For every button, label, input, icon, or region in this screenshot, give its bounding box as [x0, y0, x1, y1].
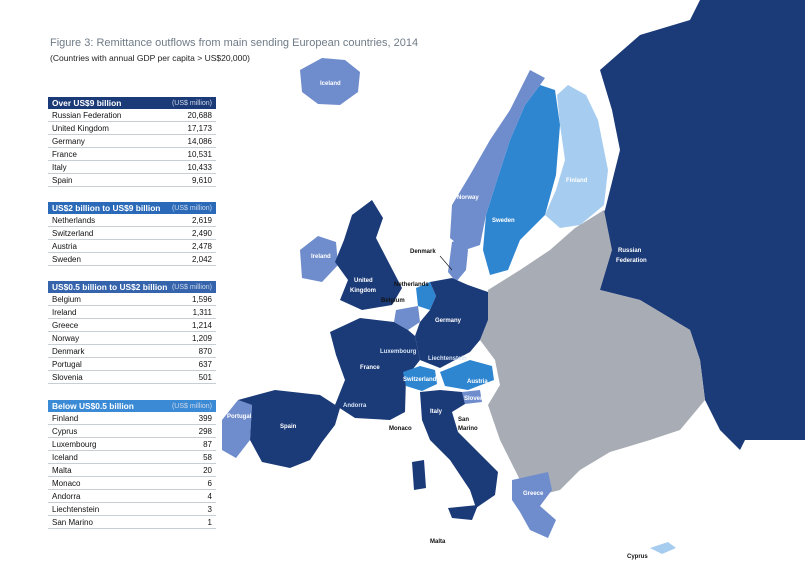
label-liechtenstein: Liechtenstein — [428, 356, 467, 362]
table-row: Germany 14,086 — [48, 135, 216, 148]
label-switzerland: Switzerland — [403, 377, 437, 383]
table-row: Portugal 637 — [48, 358, 216, 371]
label-cyprus: Cyprus — [627, 554, 648, 560]
country-ireland — [300, 236, 338, 282]
label-andorra: Andorra — [343, 403, 367, 409]
table-row: Spain 9,610 — [48, 174, 216, 187]
table-row: Belgium 1,596 — [48, 293, 216, 306]
table-row: Switzerland 2,490 — [48, 227, 216, 240]
table-header: Over US$9 billion (US$ million) — [48, 97, 216, 109]
label-slovenia: Slovenia — [464, 396, 489, 402]
label-denmark: Denmark — [410, 249, 436, 255]
table-row: Andorra 4 — [48, 490, 216, 503]
country-greece — [512, 472, 556, 538]
table-unit: (US$ million) — [171, 99, 212, 107]
table-header: US$0.5 billion to US$2 billion (US$ mill… — [48, 281, 216, 293]
label-ireland: Ireland — [311, 254, 331, 260]
country-austria — [440, 360, 494, 390]
table-row: Netherlands 2,619 — [48, 214, 216, 227]
label-iceland: Iceland — [320, 81, 341, 87]
table-row: Italy 10,433 — [48, 161, 216, 174]
country-netherlands — [416, 282, 436, 310]
table-header: US$2 billion to US$9 billion (US$ millio… — [48, 202, 216, 214]
table-row: United Kingdom 17,173 — [48, 122, 216, 135]
country-spain — [238, 390, 340, 468]
label-portugal: Portugal — [227, 414, 252, 420]
country-finland — [545, 85, 608, 228]
figure-subtitle: (Countries with annual GDP per capita > … — [50, 53, 250, 63]
country-russia — [585, 0, 805, 450]
label-russia-line2: Federation — [616, 258, 647, 264]
country-slovenia — [462, 390, 482, 404]
label-monaco: Monaco — [389, 426, 412, 432]
label-san-marino-line1: San — [458, 417, 469, 423]
table-over-9-billion: Over US$9 billion (US$ million) Russian … — [48, 97, 216, 187]
label-san-marino-line2: Marino — [458, 426, 478, 432]
table-row: Austria 2,478 — [48, 240, 216, 253]
label-sweden: Sweden — [492, 218, 515, 224]
label-netherlands: Netherlands — [394, 282, 429, 288]
table-row: San Marino 1 — [48, 516, 216, 529]
table-row: France 10,531 — [48, 148, 216, 161]
label-russia-line1: Russian — [618, 248, 642, 254]
table-row: Iceland 58 — [48, 451, 216, 464]
label-greece: Greece — [523, 491, 544, 497]
label-belgium: Belgium — [381, 298, 405, 304]
country-france — [330, 318, 420, 420]
table-below-0-5-billion: Below US$0.5 billion (US$ million) Finla… — [48, 400, 216, 529]
table-row: Liechtenstein 3 — [48, 503, 216, 516]
table-row: Finland 399 — [48, 412, 216, 425]
label-uk-line1: United — [354, 278, 373, 284]
label-austria: Austria — [467, 379, 488, 385]
country-switzerland — [403, 366, 437, 391]
table-row: Malta 20 — [48, 464, 216, 477]
island-sicily — [448, 505, 478, 520]
country-iceland — [300, 58, 360, 105]
table-unit: (US$ million) — [171, 283, 212, 291]
country-uk — [335, 200, 402, 310]
table-heading: US$0.5 billion to US$2 billion — [52, 282, 168, 292]
label-germany: Germany — [435, 318, 462, 324]
label-malta: Malta — [430, 539, 446, 545]
region-other-europe — [480, 210, 705, 495]
figure-title: Figure 3: Remittance outflows from main … — [50, 37, 419, 49]
table-row: Cyprus 298 — [48, 425, 216, 438]
table-row: Ireland 1,311 — [48, 306, 216, 319]
table-heading: Over US$9 billion — [52, 98, 122, 108]
table-heading: Below US$0.5 billion — [52, 401, 134, 411]
island-sardinia — [412, 460, 426, 490]
table-row: Norway 1,209 — [48, 332, 216, 345]
country-italy — [420, 390, 498, 508]
label-uk-line2: Kingdom — [350, 288, 376, 294]
table-2-to-9-billion: US$2 billion to US$9 billion (US$ millio… — [48, 202, 216, 266]
table-row: Luxembourg 87 — [48, 438, 216, 451]
table-row: Russian Federation 20,688 — [48, 109, 216, 122]
label-finland: Finland — [566, 178, 588, 184]
country-belgium — [394, 306, 420, 330]
table-row: Slovenia 501 — [48, 371, 216, 384]
label-spain: Spain — [280, 424, 297, 430]
table-unit: (US$ million) — [171, 402, 212, 410]
label-luxembourg: Luxembourg — [380, 349, 417, 355]
country-sweden — [483, 85, 560, 275]
table-0-5-to-2-billion: US$0.5 billion to US$2 billion (US$ mill… — [48, 281, 216, 384]
table-row: Greece 1,214 — [48, 319, 216, 332]
table-row: Denmark 870 — [48, 345, 216, 358]
table-header: Below US$0.5 billion (US$ million) — [48, 400, 216, 412]
table-row: Monaco 6 — [48, 477, 216, 490]
table-heading: US$2 billion to US$9 billion — [52, 203, 161, 213]
table-unit: (US$ million) — [171, 204, 212, 212]
leader-denmark — [439, 255, 453, 271]
country-portugal — [222, 400, 252, 458]
country-denmark — [448, 238, 468, 282]
country-germany — [415, 278, 488, 368]
country-cyprus — [650, 542, 676, 554]
label-norway: Norway — [457, 195, 479, 201]
label-france: France — [360, 365, 380, 371]
label-italy: Italy — [430, 409, 443, 415]
table-row: Sweden 2,042 — [48, 253, 216, 266]
country-norway — [450, 70, 545, 250]
